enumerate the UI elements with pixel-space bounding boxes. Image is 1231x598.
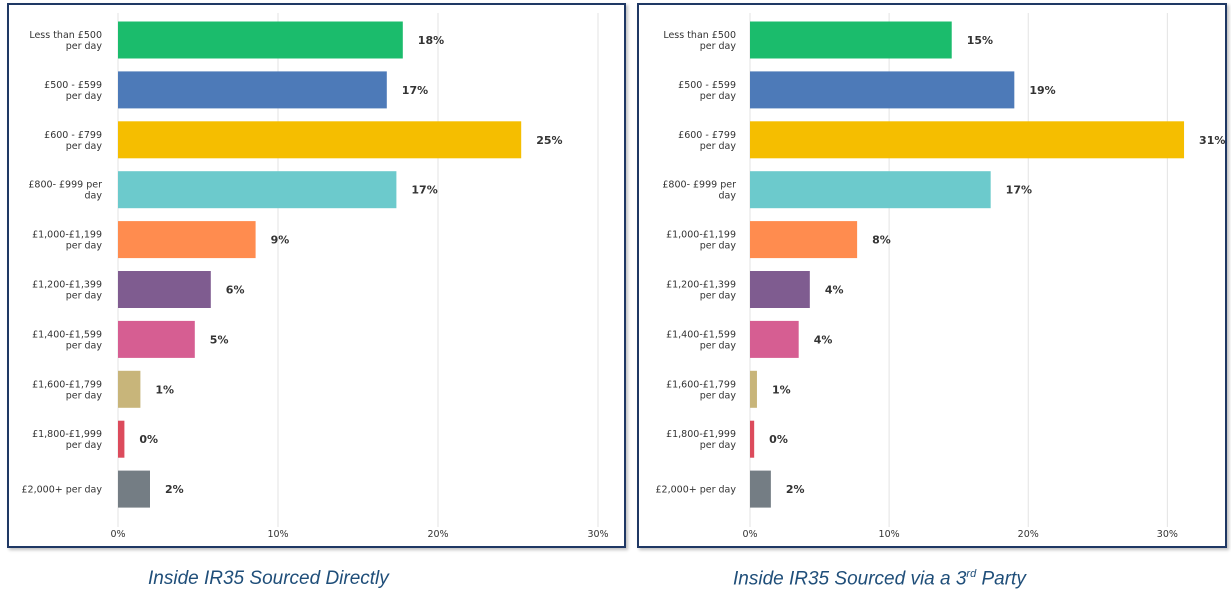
x-tick-label: 0% <box>110 529 125 540</box>
bar <box>118 121 521 158</box>
bar <box>118 271 211 308</box>
bar <box>750 321 799 358</box>
category-label: Less than £500 <box>29 30 102 41</box>
bar <box>750 421 754 458</box>
category-label: £500 - £599 <box>678 80 736 91</box>
category-label: £1,200-£1,399 <box>666 280 736 291</box>
bar <box>118 371 140 408</box>
data-label: 0% <box>139 433 158 446</box>
category-label: per day <box>700 291 737 302</box>
bar <box>118 171 396 208</box>
x-tick-label: 20% <box>1018 529 1039 540</box>
data-label: 17% <box>402 84 428 97</box>
category-label: £1,000-£1,199 <box>666 230 736 241</box>
bar <box>118 22 403 59</box>
data-label: 15% <box>967 34 993 47</box>
data-label: 6% <box>226 284 245 297</box>
chart-caption-directly: Inside IR35 Sourced Directly <box>148 568 389 590</box>
category-label: £1,000-£1,199 <box>32 230 102 241</box>
category-label: £1,400-£1,599 <box>32 329 102 340</box>
bar <box>118 71 387 108</box>
chart-panel-directly: 0% 10% 20% 30% Less than £500 per day 18% £500 … <box>7 3 626 548</box>
data-label: 17% <box>1006 184 1032 197</box>
data-label: 17% <box>411 184 437 197</box>
data-label: 0% <box>769 433 788 446</box>
bar <box>750 471 771 508</box>
category-label: per day <box>66 141 103 152</box>
bar <box>118 471 150 508</box>
bar <box>750 121 1184 158</box>
category-label: £1,600-£1,799 <box>666 379 736 390</box>
category-label: per day <box>66 340 103 351</box>
data-label: 2% <box>786 483 805 496</box>
data-label: 31% <box>1199 134 1225 147</box>
bar <box>750 171 991 208</box>
category-label: day <box>719 191 737 202</box>
bar <box>750 221 857 258</box>
category-label: £1,200-£1,399 <box>32 280 102 291</box>
data-label: 19% <box>1029 84 1055 97</box>
bar <box>118 421 124 458</box>
category-label: per day <box>66 390 103 401</box>
category-label: per day <box>66 91 103 102</box>
x-tick-label: 30% <box>587 529 608 540</box>
data-label: 4% <box>814 333 833 346</box>
x-tick-label: 30% <box>1157 529 1178 540</box>
category-label: £1,600-£1,799 <box>32 379 102 390</box>
category-label: £1,400-£1,599 <box>666 329 736 340</box>
data-label: 9% <box>271 234 290 247</box>
category-label: per day <box>700 390 737 401</box>
category-label: £1,800-£1,999 <box>32 429 102 440</box>
category-label: £600 - £799 <box>678 130 736 141</box>
category-label: per day <box>700 141 737 152</box>
category-label: £500 - £599 <box>44 80 102 91</box>
category-label: per day <box>700 440 737 451</box>
category-label: per day <box>66 291 103 302</box>
category-label: per day <box>700 241 737 252</box>
category-label: £2,000+ per day <box>22 485 103 496</box>
data-label: 8% <box>872 234 891 247</box>
category-label: £800- £999 per <box>662 180 736 191</box>
data-label: 2% <box>165 483 184 496</box>
data-label: 18% <box>418 34 444 47</box>
data-label: 1% <box>155 383 174 396</box>
bar <box>750 22 952 59</box>
x-tick-label: 10% <box>267 529 288 540</box>
category-label: day <box>85 191 103 202</box>
x-tick-label: 10% <box>879 529 900 540</box>
category-label: per day <box>700 340 737 351</box>
category-label: per day <box>700 91 737 102</box>
data-label: 4% <box>825 284 844 297</box>
category-label: £800- £999 per <box>28 180 102 191</box>
category-label: £2,000+ per day <box>656 485 737 496</box>
category-label: per day <box>700 41 737 52</box>
data-label: 1% <box>772 383 791 396</box>
category-label: Less than £500 <box>663 30 736 41</box>
category-label: £1,800-£1,999 <box>666 429 736 440</box>
bar <box>118 221 256 258</box>
category-label: £600 - £799 <box>44 130 102 141</box>
category-label: per day <box>66 440 103 451</box>
data-label: 25% <box>536 134 562 147</box>
chart-panel-third-party: 0% 10% 20% 30% Less than £500 per day 15% £500 … <box>637 3 1227 548</box>
chart-caption-third-party: Inside IR35 Sourced via a 3rd Party <box>733 568 1026 590</box>
x-tick-label: 0% <box>742 529 757 540</box>
bar <box>750 371 757 408</box>
data-label: 5% <box>210 333 229 346</box>
bar <box>118 321 195 358</box>
x-tick-label: 20% <box>427 529 448 540</box>
bar <box>750 71 1014 108</box>
category-label: per day <box>66 41 103 52</box>
bar <box>750 271 810 308</box>
category-label: per day <box>66 241 103 252</box>
